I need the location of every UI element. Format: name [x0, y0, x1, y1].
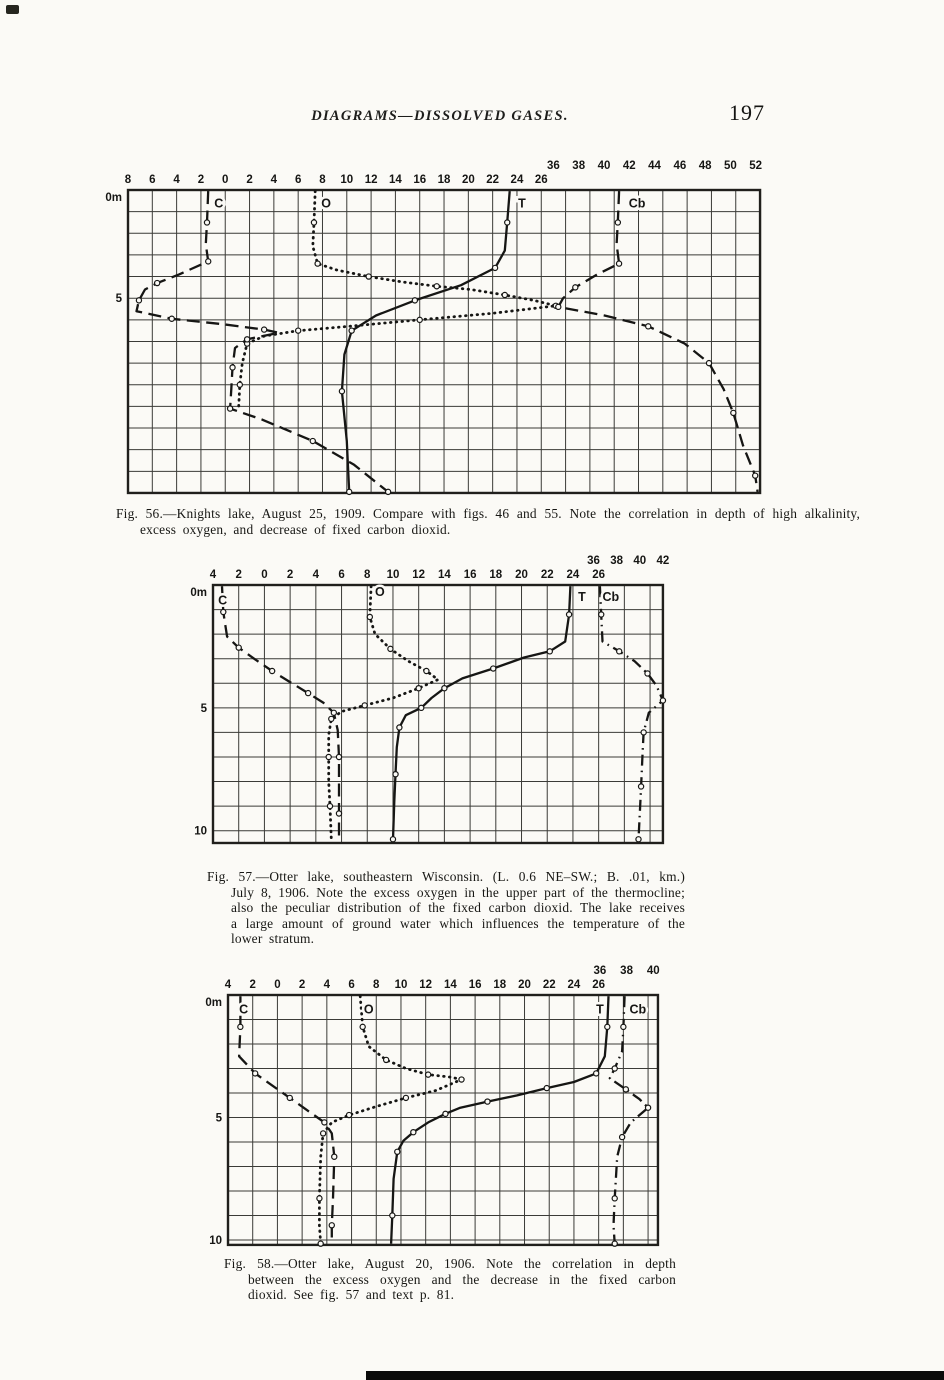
svg-text:18: 18 — [489, 569, 502, 581]
svg-text:8: 8 — [364, 569, 371, 581]
svg-text:2: 2 — [250, 979, 256, 991]
svg-text:T: T — [578, 590, 586, 604]
svg-text:26: 26 — [592, 569, 605, 581]
svg-text:T: T — [518, 196, 526, 210]
page-number: 197 — [729, 100, 765, 125]
svg-text:6: 6 — [149, 174, 155, 186]
svg-text:4: 4 — [324, 979, 331, 991]
svg-text:22: 22 — [486, 174, 499, 186]
svg-text:C: C — [239, 1002, 248, 1016]
svg-text:14: 14 — [438, 569, 451, 581]
svg-text:22: 22 — [543, 979, 556, 991]
scan-artifact-bar — [366, 1371, 944, 1380]
svg-text:36: 36 — [547, 160, 560, 172]
svg-text:50: 50 — [724, 160, 737, 172]
svg-text:5: 5 — [116, 293, 123, 305]
svg-text:10: 10 — [340, 174, 353, 186]
svg-text:12: 12 — [365, 174, 378, 186]
svg-text:4: 4 — [173, 174, 180, 186]
svg-text:8: 8 — [319, 174, 326, 186]
fig58-caption: Fig. 58.—Otter lake, August 20, 1906. No… — [224, 1256, 676, 1303]
svg-text:16: 16 — [413, 174, 426, 186]
svg-text:6: 6 — [348, 979, 354, 991]
svg-text:36: 36 — [587, 555, 600, 567]
svg-text:46: 46 — [673, 160, 686, 172]
svg-text:40: 40 — [598, 160, 611, 172]
svg-text:O: O — [321, 196, 331, 210]
svg-text:22: 22 — [541, 569, 554, 581]
svg-text:0m: 0m — [190, 587, 207, 599]
svg-text:14: 14 — [444, 979, 457, 991]
svg-text:0: 0 — [274, 979, 280, 991]
svg-text:42: 42 — [623, 160, 636, 172]
svg-text:Cb: Cb — [603, 590, 620, 604]
svg-text:5: 5 — [216, 1113, 223, 1125]
svg-text:14: 14 — [389, 174, 402, 186]
svg-text:8: 8 — [373, 979, 380, 991]
svg-text:5: 5 — [201, 703, 208, 715]
svg-text:2: 2 — [299, 979, 305, 991]
svg-text:24: 24 — [568, 979, 581, 991]
svg-text:6: 6 — [338, 569, 344, 581]
svg-text:O: O — [375, 585, 385, 599]
svg-text:2: 2 — [198, 174, 204, 186]
svg-text:40: 40 — [647, 965, 660, 977]
svg-text:18: 18 — [493, 979, 506, 991]
svg-text:16: 16 — [469, 979, 482, 991]
svg-text:C: C — [218, 594, 227, 608]
svg-text:44: 44 — [648, 160, 661, 172]
svg-text:O: O — [364, 1002, 374, 1016]
fig56-caption: Fig. 56.—Knights lake, August 25, 1909. … — [116, 506, 860, 537]
svg-text:Cb: Cb — [630, 1002, 647, 1016]
svg-text:24: 24 — [567, 569, 580, 581]
svg-text:4: 4 — [210, 569, 217, 581]
svg-text:10: 10 — [395, 979, 408, 991]
svg-text:16: 16 — [464, 569, 477, 581]
svg-text:0m: 0m — [105, 192, 122, 204]
svg-text:C: C — [214, 196, 223, 210]
svg-text:10: 10 — [387, 569, 400, 581]
svg-text:38: 38 — [572, 160, 585, 172]
svg-text:18: 18 — [438, 174, 451, 186]
svg-text:2: 2 — [236, 569, 242, 581]
svg-text:4: 4 — [225, 979, 232, 991]
svg-text:4: 4 — [271, 174, 278, 186]
svg-text:2: 2 — [287, 569, 293, 581]
scan-speck — [6, 5, 19, 14]
svg-text:0: 0 — [261, 569, 267, 581]
svg-text:4: 4 — [313, 569, 320, 581]
svg-text:48: 48 — [699, 160, 712, 172]
svg-text:Cb: Cb — [629, 196, 646, 210]
svg-text:20: 20 — [462, 174, 475, 186]
svg-text:26: 26 — [592, 979, 605, 991]
svg-text:38: 38 — [610, 555, 623, 567]
svg-text:40: 40 — [633, 555, 646, 567]
svg-text:52: 52 — [749, 160, 762, 172]
fig57-caption: Fig. 57.—Otter lake, southeastern Wiscon… — [207, 869, 685, 947]
svg-text:6: 6 — [295, 174, 301, 186]
svg-text:T: T — [596, 1002, 604, 1016]
svg-text:2: 2 — [246, 174, 252, 186]
svg-text:36: 36 — [593, 965, 606, 977]
svg-text:20: 20 — [518, 979, 531, 991]
svg-text:24: 24 — [511, 174, 524, 186]
svg-text:26: 26 — [535, 174, 548, 186]
svg-text:12: 12 — [419, 979, 432, 991]
svg-text:20: 20 — [515, 569, 528, 581]
svg-text:38: 38 — [620, 965, 633, 977]
svg-text:0: 0 — [222, 174, 228, 186]
svg-text:10: 10 — [194, 826, 207, 838]
page-header-title: DIAGRAMS—DISSOLVED GASES. — [311, 108, 569, 124]
svg-text:42: 42 — [657, 555, 670, 567]
svg-text:0m: 0m — [205, 997, 222, 1009]
svg-text:10: 10 — [209, 1235, 222, 1247]
svg-text:8: 8 — [125, 174, 132, 186]
svg-text:12: 12 — [412, 569, 425, 581]
